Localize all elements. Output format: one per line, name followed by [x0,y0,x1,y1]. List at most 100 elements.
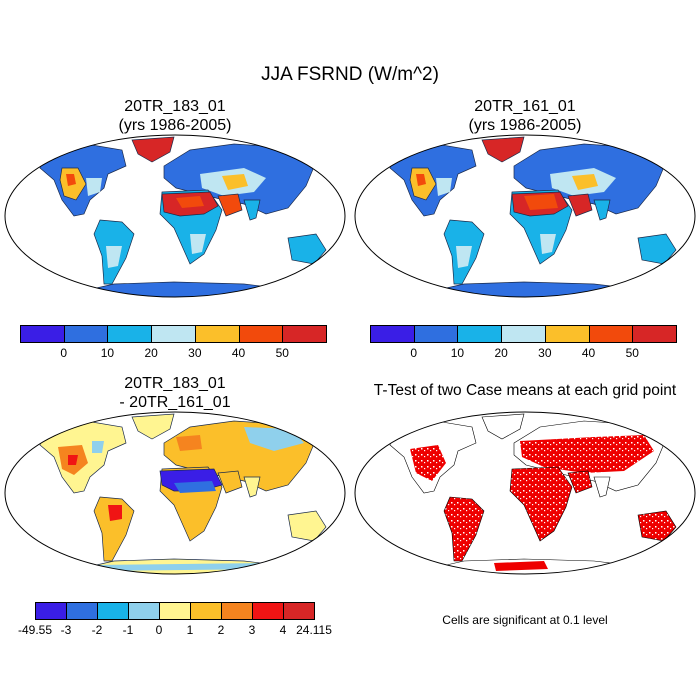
na-east-region [86,178,102,196]
arabia-region [567,193,593,217]
na-east-region [436,178,452,196]
south-america-significant [443,496,485,562]
colorbar-tick-label: 20 [144,346,158,360]
antarctica-cool-band [88,563,274,571]
colorbar-swatch [413,325,459,343]
asia-desert-region [222,174,248,190]
map-difference [4,411,346,575]
africa-significant [509,466,573,542]
panel-title-line1: 20TR_161_01 [474,98,576,115]
colorbar-case2: 0 10 20 30 40 50 [370,325,677,361]
colorbar-swatch [97,602,129,620]
panel-title-line2: (yrs 1986-2005) [468,117,582,134]
panel-title-line1: 20TR_183_01 [124,375,226,392]
colorbar-tick-label: -49.55 [17,623,53,637]
sa-south-region [106,246,122,268]
significance-note: Cells are significant at 0.1 level [442,613,608,627]
colorbar-swatch [238,325,284,343]
panel-title-case2: 20TR_161_01 (yrs 1986-2005) [350,97,700,135]
colorbar-swatch [588,325,634,343]
map-case2 [354,134,696,298]
australia-region [637,233,677,265]
colorbar-tick-label: 0 [60,346,68,360]
colorbar-swatch [159,602,191,620]
eurasia-significant-region [520,435,654,473]
colorbar-swatch [190,602,222,620]
arabia-region [217,193,243,217]
colorbar-tick-label: 50 [275,346,289,360]
panel-title-case1: 20TR_183_01 (yrs 1986-2005) [0,97,350,135]
colorbar-swatch [221,602,253,620]
colorbar-tick-label: 40 [581,346,596,360]
colorbar-tick-label: 1 [186,623,194,637]
panel-title-line2: (yrs 1986-2005) [118,117,232,134]
colorbar-tick-label: 0 [155,623,163,637]
india-outline [593,476,611,498]
figure-title: JJA FSRND (W/m^2) [261,64,439,85]
colorbar-swatch [544,325,590,343]
colorbar-swatch [282,325,327,343]
africa-south-region [540,234,556,254]
colorbar-tick-label: 24.115 [296,623,332,637]
colorbar-swatch [283,602,315,620]
colorbar-swatch [632,325,677,343]
colorbar-case1: 0 10 20 30 40 50 [20,325,327,361]
greenland-outline [481,413,525,440]
colorbar-tick-label: 30 [188,346,202,360]
sahel-mid-band [174,481,216,493]
colorbar-tick-label: 50 [625,346,639,360]
colorbar-tick-label: 40 [231,346,246,360]
colorbar-tick-label: 2 [217,623,225,637]
asia-desert-region [572,174,598,190]
india-region [243,476,261,498]
colorbar-tick-label: 3 [248,623,256,637]
panel-title-line1: 20TR_183_01 [124,98,226,115]
india-region [243,199,261,221]
colorbar-swatch [107,325,153,343]
colorbar-tick-label: 0 [410,346,418,360]
colorbar-swatch [66,602,98,620]
colorbar-tick-label: 4 [279,623,287,637]
africa-south-region [190,234,206,254]
na-cool-spot [92,441,104,453]
na-significant-region [410,445,446,481]
sahara-hot-spot [524,194,558,210]
colorbar-tick-label: 20 [494,346,508,360]
colorbar-swatch [194,325,240,343]
na-hot-spot [68,455,78,465]
colorbar-swatch [20,325,65,343]
colorbar-swatch [501,325,546,343]
greenland-region [131,136,175,163]
australia-region [287,510,327,542]
map-ttest [354,411,696,575]
na-hot-spot [66,174,76,186]
panel-title-line2: - 20TR_161_01 [119,394,231,411]
na-hot-spot [416,174,426,186]
colorbar-difference: -49.55 -3 -2 -1 0 1 2 3 4 24.115 [18,602,332,638]
map-case1 [4,134,346,298]
greenland-region [131,413,175,440]
colorbar-tick-label: -1 [122,623,134,637]
panel-title-diff: 20TR_183_01 - 20TR_161_01 [0,374,350,412]
arabia-region [217,470,243,494]
colorbar-swatch [252,602,284,620]
colorbar-tick-label: 10 [100,346,115,360]
colorbar-swatch [128,602,160,620]
south-america-region [93,496,135,562]
colorbar-tick-label: -2 [91,623,103,637]
colorbar-tick-label: -3 [60,623,72,637]
colorbar-swatch [370,325,415,343]
colorbar-swatch [151,325,196,343]
sa-south-region [456,246,472,268]
sa-hot-spot [108,505,122,521]
antarctica-significant [494,561,548,571]
colorbar-swatch [63,325,109,343]
colorbar-tick-label: 30 [538,346,552,360]
india-region [593,199,611,221]
sahara-hot-spot [176,196,204,208]
panel-title-ttest: T-Test of two Case means at each grid po… [373,382,677,399]
colorbar-swatch [457,325,503,343]
arabia-significant [567,470,593,494]
colorbar-tick-label: 10 [450,346,465,360]
australia-significant [637,510,677,542]
